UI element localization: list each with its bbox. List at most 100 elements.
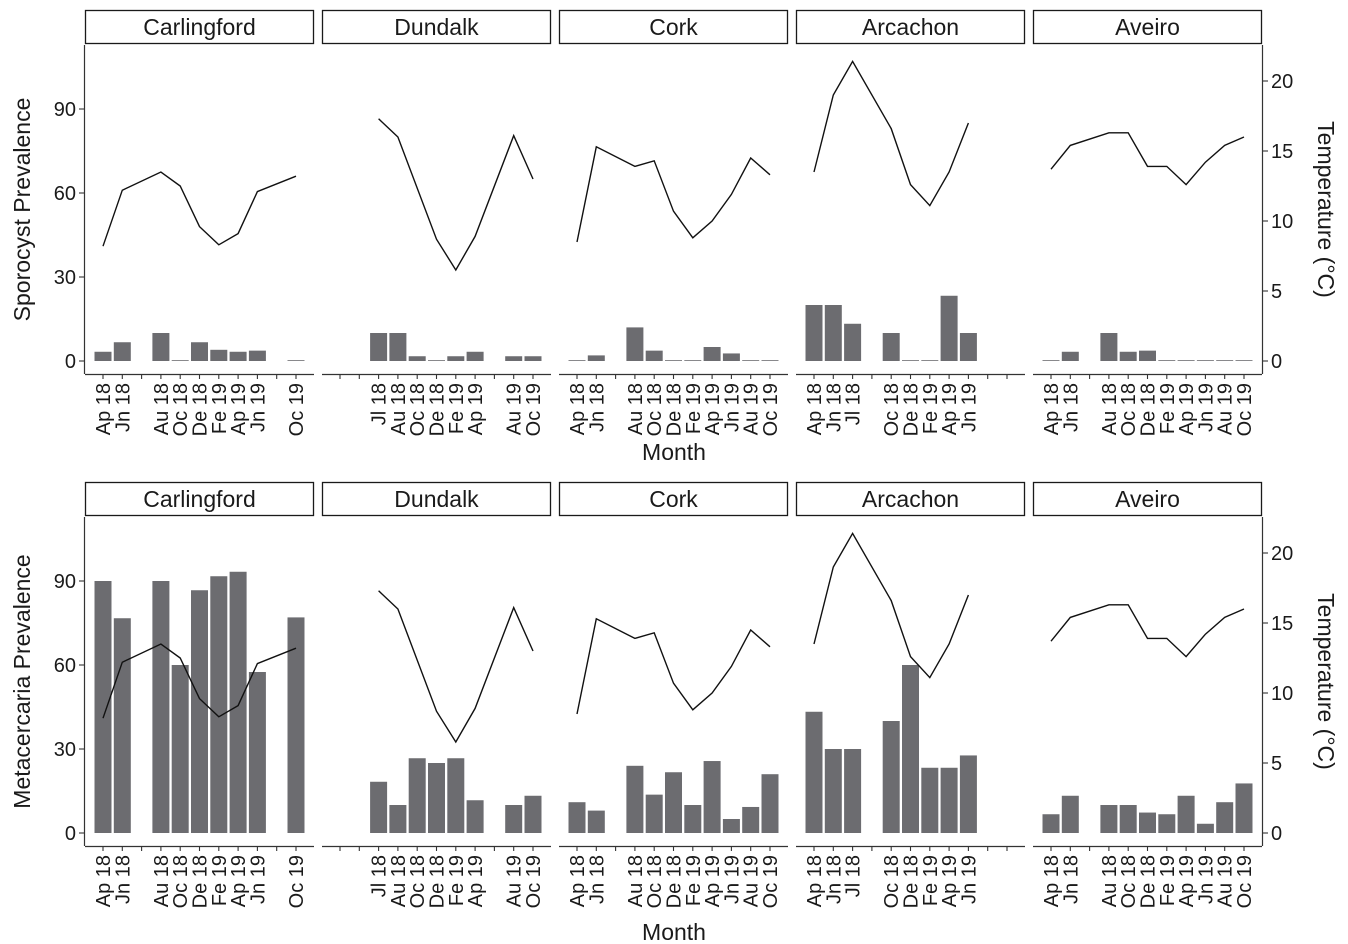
prevalence-bar-ap-19 <box>466 351 484 361</box>
prevalence-bar-oc-18 <box>171 360 189 361</box>
metacercaria-y-axis-title: Metacercaria Prevalence <box>9 554 35 808</box>
x-tick-label-ap-19: Ap 19 <box>1176 855 1198 907</box>
prevalence-bar-ap-18 <box>568 802 586 833</box>
prevalence-bar-oc-18 <box>645 350 663 361</box>
x-tick-label-oc-18: Oc 18 <box>881 383 903 436</box>
x-tick-label-au-18: Au 18 <box>625 383 647 435</box>
prevalence-bar-ap-19 <box>703 347 721 361</box>
prevalence-bar-ap-18 <box>1042 360 1060 361</box>
prevalence-bar-de-18 <box>191 590 208 833</box>
x-tick-label-oc-18: Oc 18 <box>407 383 429 436</box>
facet-strip <box>558 9 789 45</box>
sporocyst-temperature-tick-label-10: 10 <box>1271 211 1293 233</box>
x-tick-label-ap-18: Ap 18 <box>1041 855 1063 907</box>
facet-strip-label: Aveiro <box>1115 14 1180 40</box>
x-tick-label-jn-19: Jn 19 <box>958 383 980 432</box>
prevalence-bar-ap-19 <box>940 767 958 833</box>
facet-strip-label: Dundalk <box>394 486 479 512</box>
sporocyst-x-axis-title: Month <box>642 439 706 465</box>
prevalence-bar-jl-18 <box>844 323 862 361</box>
prevalence-bar-de-18 <box>428 763 445 833</box>
x-tick-label-au-18: Au 18 <box>151 855 173 907</box>
prevalence-bar-jn-18 <box>113 618 131 833</box>
metacercaria-y-tick-label-60: 60 <box>54 655 76 677</box>
x-tick-label-jn-18: Jn 18 <box>1060 855 1082 904</box>
prevalence-bar-oc-18 <box>408 758 426 833</box>
x-tick-label-oc-19: Oc 19 <box>760 855 782 908</box>
prevalence-bar-jl-18 <box>844 749 862 833</box>
facet-strip-label: Carlingford <box>143 14 256 40</box>
prevalence-bar-fe-19 <box>921 360 939 361</box>
prevalence-bar-oc-18 <box>882 333 900 361</box>
prevalence-bar-ap-19 <box>229 571 247 833</box>
x-tick-label-de-18: De 18 <box>427 855 449 908</box>
x-tick-label-de-18: De 18 <box>190 383 212 436</box>
x-tick-label-jl-18: Jl 18 <box>369 855 391 897</box>
x-tick-label-jl-18: Jl 18 <box>843 855 865 897</box>
facet-strip-label: Carlingford <box>143 486 256 512</box>
prevalence-bar-fe-19 <box>1158 360 1176 361</box>
x-tick-label-jn-18: Jn 18 <box>1060 383 1082 432</box>
x-tick-label-oc-18: Oc 18 <box>644 383 666 436</box>
temperature-line <box>102 171 297 247</box>
x-tick-label-ap-19: Ap 19 <box>228 855 250 907</box>
sporocyst-y-tick-label-0: 0 <box>65 351 76 373</box>
prevalence-bar-de-18 <box>902 360 919 361</box>
sporocyst-y-axis-title: Sporocyst Prevalence <box>9 98 35 322</box>
prevalence-bar-ap-19 <box>466 800 484 833</box>
facet-strip-label: Cork <box>649 14 698 40</box>
x-tick-label-ap-18: Ap 18 <box>567 855 589 907</box>
metacercaria-temperature-tick-label-0: 0 <box>1271 823 1282 845</box>
prevalence-bar-de-18 <box>665 772 682 833</box>
metacercaria-y-tick-label-30: 30 <box>54 739 76 761</box>
prevalence-bar-jn-18 <box>1061 351 1079 361</box>
prevalence-bar-de-18 <box>1139 812 1156 833</box>
prevalence-bar-au-18 <box>152 581 170 833</box>
prevalence-bar-de-18 <box>428 360 445 361</box>
prevalence-bar-jn-18 <box>824 305 842 361</box>
x-tick-label-au-19: Au 19 <box>1215 855 1237 907</box>
prevalence-bar-oc-19 <box>524 356 542 361</box>
sporocyst-y-tick-label-60: 60 <box>54 183 76 205</box>
prevalence-bar-oc-19 <box>761 774 779 833</box>
facet-strip <box>84 9 315 45</box>
x-tick-label-ap-19: Ap 19 <box>1176 383 1198 435</box>
x-tick-label-jn-19: Jn 19 <box>247 383 269 432</box>
x-tick-label-oc-19: Oc 19 <box>1234 383 1256 436</box>
x-tick-label-fe-19: Fe 19 <box>683 855 705 906</box>
x-tick-label-de-18: De 18 <box>190 855 212 908</box>
sporocyst-y-tick-label-30: 30 <box>54 267 76 289</box>
x-tick-label-de-18: De 18 <box>1138 383 1160 436</box>
x-tick-label-oc-19: Oc 19 <box>286 383 308 436</box>
prevalence-bar-jn-19 <box>959 755 977 833</box>
facet-strip <box>321 9 552 45</box>
facet-strip <box>1032 9 1263 45</box>
sporocyst-temperature-tick-label-5: 5 <box>1271 281 1282 303</box>
prevalence-bar-oc-18 <box>408 356 426 361</box>
prevalence-bar-ap-18 <box>1042 814 1060 833</box>
x-tick-label-oc-19: Oc 19 <box>523 383 545 436</box>
x-tick-label-au-18: Au 18 <box>625 855 647 907</box>
prevalence-bar-jn-19 <box>722 819 740 833</box>
x-tick-label-de-18: De 18 <box>664 383 686 436</box>
x-tick-label-fe-19: Fe 19 <box>920 855 942 906</box>
temperature-line <box>1050 604 1245 658</box>
x-tick-label-oc-18: Oc 18 <box>170 855 192 908</box>
prevalence-bar-oc-18 <box>1119 351 1137 361</box>
temperature-line <box>813 59 970 207</box>
x-tick-label-ap-19: Ap 19 <box>702 383 724 435</box>
sporocyst-temperature-tick-label-0: 0 <box>1271 351 1282 373</box>
x-tick-label-au-18: Au 18 <box>388 383 410 435</box>
x-tick-label-de-18: De 18 <box>1138 855 1160 908</box>
x-tick-label-ap-19: Ap 19 <box>465 855 487 907</box>
temperature-line <box>378 590 534 744</box>
x-tick-label-de-18: De 18 <box>901 383 923 436</box>
prevalence-bar-jn-19 <box>248 350 266 361</box>
prevalence-bar-jn-18 <box>587 355 605 361</box>
x-tick-label-jn-18: Jn 18 <box>823 855 845 904</box>
x-tick-label-oc-18: Oc 18 <box>881 855 903 908</box>
